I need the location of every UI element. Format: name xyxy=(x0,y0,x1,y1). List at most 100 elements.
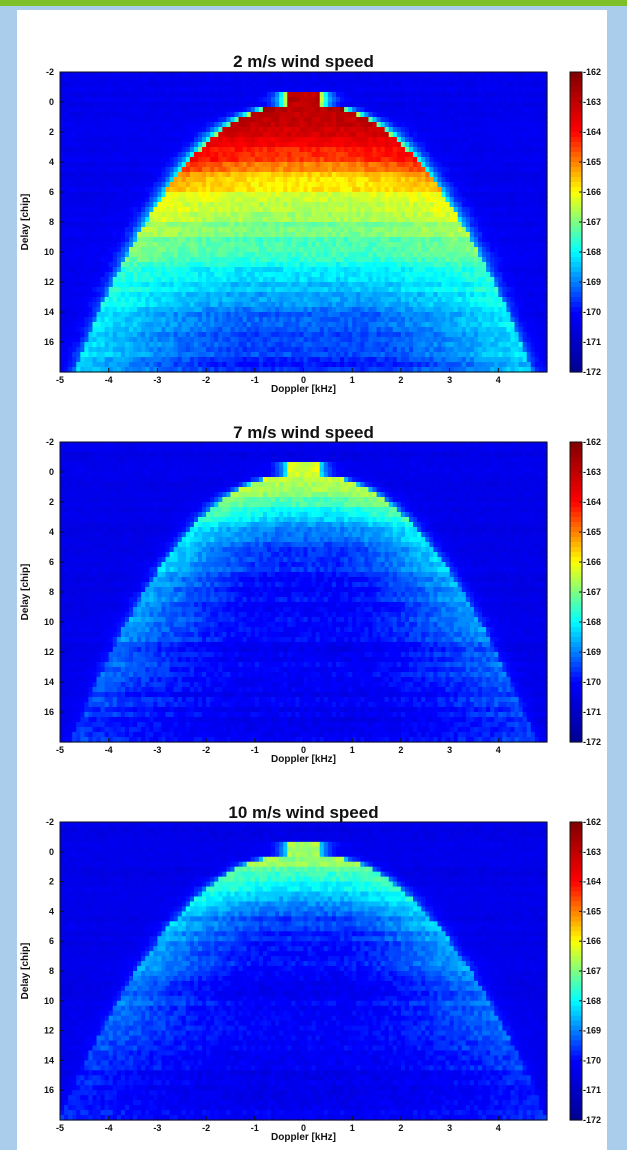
heatmap-cell xyxy=(461,192,467,198)
heatmap-cell xyxy=(445,222,451,228)
heatmap-cell xyxy=(279,152,284,158)
heatmap-cell xyxy=(417,197,422,203)
heatmap-cell xyxy=(340,187,345,193)
heatmap-cell xyxy=(473,147,479,153)
heatmap-cell xyxy=(96,192,102,198)
heatmap-cell xyxy=(445,227,451,233)
heatmap-cell xyxy=(246,237,252,243)
heatmap-cell xyxy=(461,257,467,263)
heatmap-cell xyxy=(441,167,447,173)
heatmap-cell xyxy=(335,212,341,218)
heatmap-cell xyxy=(538,122,544,128)
heatmap-cell xyxy=(84,117,90,123)
heatmap-cell xyxy=(303,217,309,223)
heatmap-cell xyxy=(469,187,475,193)
heatmap-cell xyxy=(307,242,313,248)
heatmap-cell xyxy=(465,162,471,168)
heatmap-cell xyxy=(445,252,451,258)
heatmap-cell xyxy=(327,272,333,278)
heatmap-cell xyxy=(291,92,296,98)
heatmap-cell xyxy=(181,187,187,193)
heatmap-cell xyxy=(352,172,357,178)
heatmap-cell xyxy=(441,217,447,223)
heatmap-cell xyxy=(238,197,244,203)
heatmap-cell xyxy=(465,112,471,118)
heatmap-cell xyxy=(465,172,471,178)
heatmap-cell xyxy=(116,132,122,138)
heatmap-cell xyxy=(291,177,296,183)
heatmap-cell xyxy=(372,202,378,208)
heatmap-cell xyxy=(364,247,370,253)
heatmap-cell xyxy=(417,222,422,228)
heatmap-cell xyxy=(368,72,374,78)
heatmap-cell xyxy=(246,72,252,78)
heatmap-cell xyxy=(181,102,187,108)
heatmap-cell xyxy=(392,92,398,98)
heatmap-cell xyxy=(84,197,90,203)
heatmap-cell xyxy=(344,227,349,233)
heatmap-cell xyxy=(368,82,374,88)
heatmap-cell xyxy=(441,177,447,183)
heatmap-cell xyxy=(64,97,69,103)
heatmap-cell xyxy=(197,77,203,83)
heatmap-cell xyxy=(331,212,337,218)
heatmap-cell xyxy=(364,87,370,93)
heatmap-cell xyxy=(441,112,447,118)
heatmap-cell xyxy=(295,147,301,153)
heatmap-cell xyxy=(104,122,110,128)
heatmap-cell xyxy=(295,102,301,108)
heatmap-cell xyxy=(368,132,374,138)
heatmap-cell xyxy=(230,242,236,248)
heatmap-cell xyxy=(266,147,272,153)
heatmap-cell xyxy=(502,157,508,163)
heatmap-cell xyxy=(413,207,418,213)
heatmap-cell xyxy=(100,177,106,183)
heatmap-cell xyxy=(380,252,386,258)
heatmap-cell xyxy=(514,222,520,228)
heatmap-cell xyxy=(461,107,467,113)
heatmap-cell xyxy=(238,277,244,283)
heatmap-cell xyxy=(323,107,329,113)
heatmap-cell xyxy=(421,192,426,198)
heatmap-cell xyxy=(104,167,110,173)
heatmap-cell xyxy=(153,122,158,128)
heatmap-cell xyxy=(299,137,305,143)
heatmap-cell xyxy=(453,147,459,153)
heatmap-cell xyxy=(116,257,122,263)
heatmap-cell xyxy=(189,207,195,213)
heatmap-cell xyxy=(311,252,317,258)
heatmap-cell xyxy=(141,152,146,158)
heatmap-cell xyxy=(417,217,422,223)
heatmap-cell xyxy=(425,92,430,98)
heatmap-cell xyxy=(210,237,215,243)
heatmap-cell xyxy=(494,197,499,203)
heatmap-cell xyxy=(262,72,268,78)
heatmap-cell xyxy=(279,97,284,103)
heatmap-cell xyxy=(538,137,544,143)
heatmap-cell xyxy=(319,87,325,93)
heatmap-cell xyxy=(384,272,390,278)
heatmap-cell xyxy=(514,192,520,198)
heatmap-cell xyxy=(490,162,495,168)
heatmap-cell xyxy=(498,82,503,88)
heatmap-cell xyxy=(210,97,215,103)
heatmap-cell xyxy=(494,212,499,218)
heatmap-cell xyxy=(461,147,467,153)
heatmap-cell xyxy=(254,237,260,243)
heatmap-cell xyxy=(445,77,451,83)
heatmap-cell xyxy=(469,97,475,103)
heatmap-cell xyxy=(384,202,390,208)
heatmap-cell xyxy=(165,212,171,218)
heatmap-cell xyxy=(214,112,219,118)
heatmap-cell xyxy=(133,97,138,103)
heatmap-cell xyxy=(258,82,264,88)
heatmap-cell xyxy=(116,72,122,78)
heatmap-cell xyxy=(409,127,414,133)
heatmap-cell xyxy=(449,142,455,148)
heatmap-cell xyxy=(490,152,495,158)
heatmap-cell xyxy=(68,152,73,158)
heatmap-cell xyxy=(128,272,134,278)
heatmap-cell xyxy=(262,267,268,273)
heatmap-cell xyxy=(425,172,430,178)
heatmap-cell xyxy=(299,237,305,243)
